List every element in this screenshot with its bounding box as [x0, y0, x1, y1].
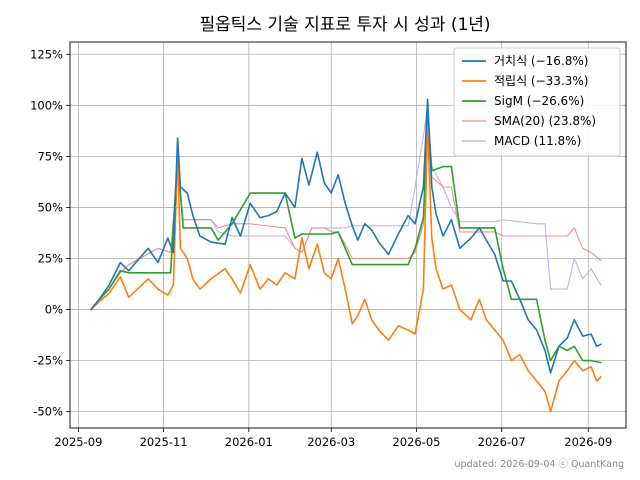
legend: 거치식 (−16.8%) 적립식 (−33.3%) SigM (−26.6%) SMA… — [453, 47, 621, 157]
x-tick-label: 2025-09 — [54, 435, 102, 449]
legend-label-1: 거치식 (−16.8%) — [494, 54, 588, 68]
y-axis-ticks: -50% -25% 0% 25% 50% 75% 100% 125% — [30, 47, 70, 419]
y-tick-label: 125% — [30, 47, 63, 61]
plot-frame — [69, 41, 627, 429]
legend-label-3: SigM (−26.6%) — [494, 94, 584, 108]
x-axis-ticks: 2025-09 2025-11 2026-01 2026-03 2026-05 2026-… — [54, 428, 612, 449]
y-tick-label: 25% — [37, 251, 63, 265]
series-lines — [90, 98, 602, 413]
x-tick-label: 2026-05 — [392, 435, 440, 449]
x-tick-label: 2026-07 — [478, 435, 526, 449]
chart-title: 필옵틱스 기술 지표로 투자 시 성과 (1년) — [199, 15, 490, 35]
y-tick-label: -50% — [33, 405, 63, 419]
footer-note: updated: 2026-09-04 ⓒ QuantKang — [455, 459, 624, 470]
series-line-2 — [90, 124, 602, 413]
legend-label-5: MACD (11.8%) — [494, 134, 581, 148]
x-tick-label: 2026-01 — [225, 435, 273, 449]
legend-box — [453, 47, 621, 157]
x-tick-label: 2025-11 — [140, 435, 188, 449]
y-tick-label: 75% — [37, 149, 63, 163]
y-tick-label: 100% — [30, 98, 63, 112]
legend-label-2: 적립식 (−33.3%) — [494, 74, 588, 88]
series-line-1 — [90, 98, 602, 374]
y-tick-label: 50% — [37, 200, 63, 214]
x-tick-label: 2026-03 — [307, 435, 355, 449]
x-tick-label: 2026-09 — [564, 435, 612, 449]
y-tick-label: -25% — [33, 354, 63, 368]
y-tick-label: 0% — [45, 303, 63, 317]
legend-label-4: SMA(20) (23.8%) — [494, 114, 596, 128]
